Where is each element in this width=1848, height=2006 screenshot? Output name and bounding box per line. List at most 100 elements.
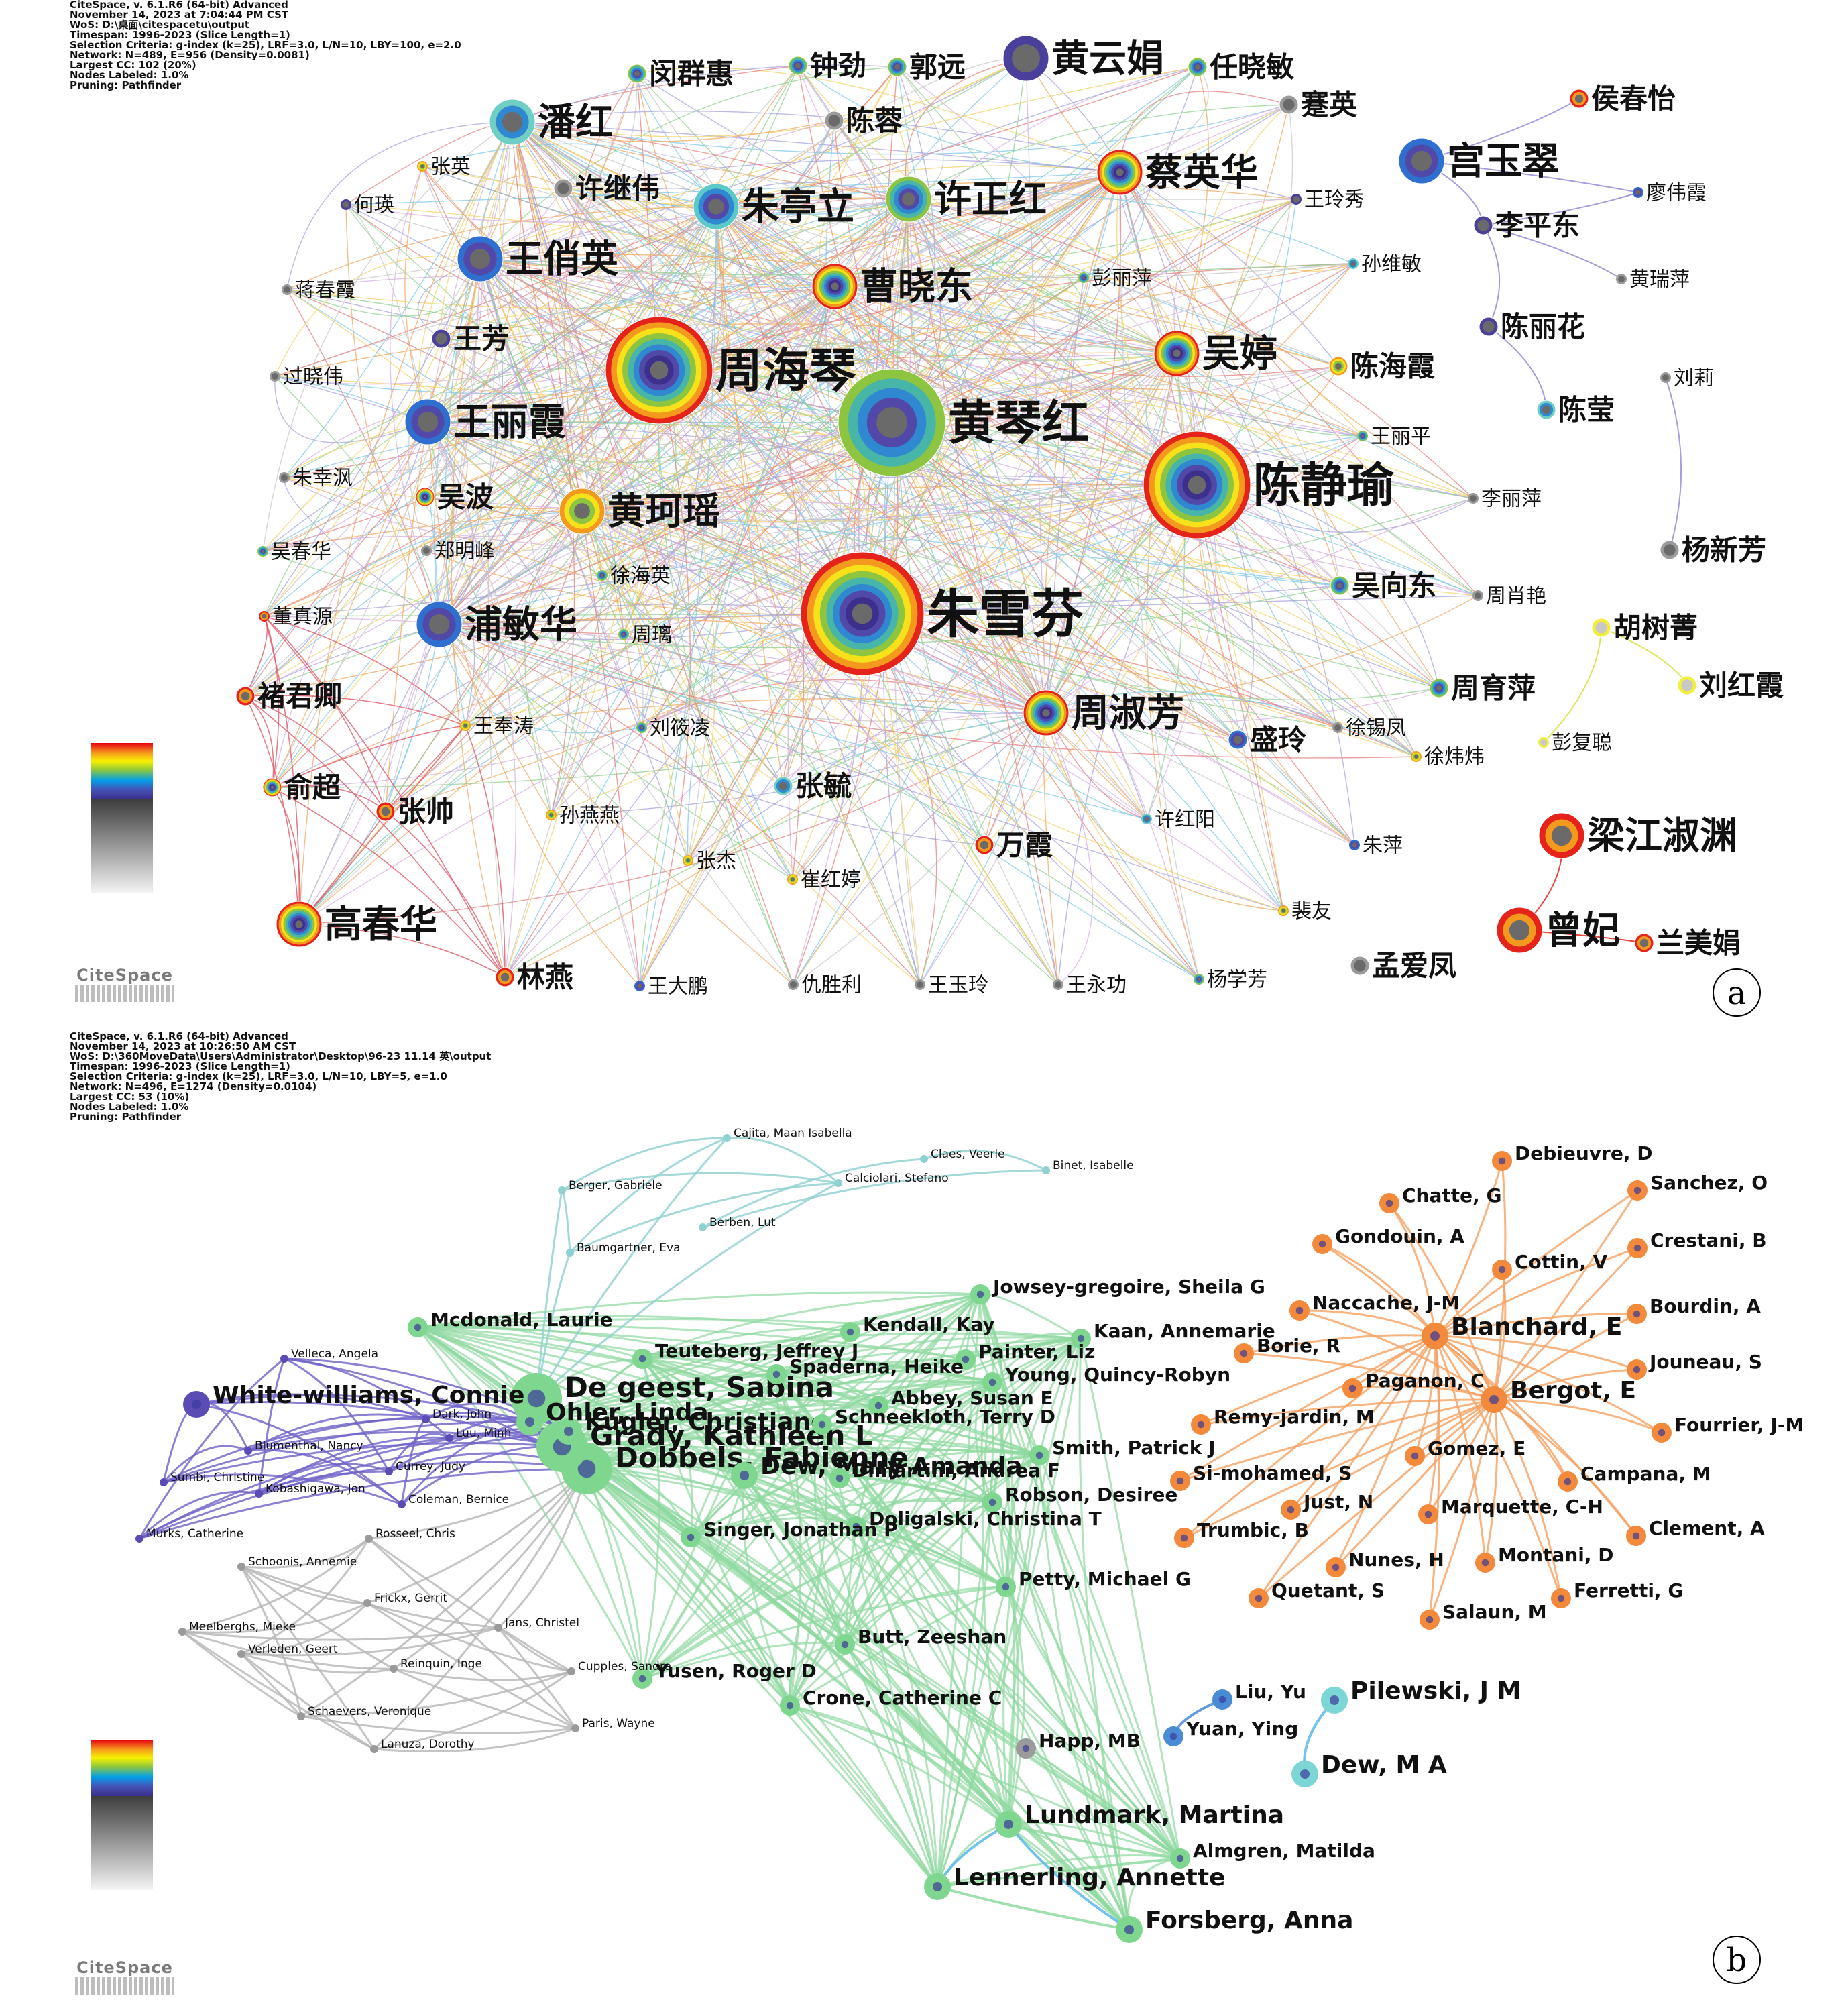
author-node[interactable]: 周海琴 [605, 316, 856, 425]
author-node[interactable]: Dobbels, Fabienne [561, 1441, 909, 1494]
author-node[interactable]: 张帅 [376, 795, 454, 828]
author-node[interactable]: 盛玲 [1228, 724, 1306, 757]
author-node[interactable]: Jans, Christel [494, 1616, 579, 1632]
author-node[interactable]: Campana, M [1558, 1463, 1711, 1492]
author-node[interactable]: 梁江淑渊 [1538, 812, 1737, 859]
author-node[interactable]: Petty, Michael G [996, 1568, 1191, 1597]
author-node[interactable]: Berben, Lut [699, 1216, 776, 1231]
author-node[interactable]: Verleden, Geert [237, 1642, 338, 1658]
author-node[interactable]: Fourrier, J-M [1652, 1414, 1804, 1443]
author-node[interactable]: Mcdonald, Laurie [408, 1308, 613, 1337]
author-node[interactable]: 许正红 [885, 176, 1047, 223]
author-node[interactable]: 许继伟 [553, 172, 660, 205]
author-node[interactable]: 周璃 [618, 624, 672, 647]
author-node[interactable]: Gondouin, A [1312, 1225, 1464, 1254]
author-node[interactable]: 潘红 [489, 99, 613, 146]
author-node[interactable]: Sumbi, Christine [160, 1471, 264, 1486]
author-node[interactable]: Trumbic, B [1174, 1519, 1309, 1548]
author-node[interactable]: 王奉涛 [460, 715, 534, 738]
author-node[interactable]: Paris, Wayne [571, 1717, 655, 1732]
author-node[interactable]: 吴向东 [1330, 569, 1436, 602]
author-node[interactable]: Dark, John [422, 1408, 492, 1423]
author-node[interactable]: Baumgartner, Eva [566, 1241, 681, 1257]
author-node[interactable]: Painter, Liz [956, 1341, 1095, 1370]
author-node[interactable]: Quetant, S [1249, 1579, 1385, 1608]
author-node[interactable]: 侯春怡 [1569, 82, 1676, 115]
author-node[interactable]: 钟劲 [788, 50, 866, 82]
author-node[interactable]: Kaan, Annemarie [1071, 1320, 1275, 1349]
author-node[interactable]: Calciolari, Stefano [834, 1172, 949, 1187]
author-node[interactable]: Si-mohamed, S [1170, 1462, 1352, 1491]
author-node[interactable]: Ferretti, G [1551, 1579, 1683, 1608]
author-node[interactable]: Smith, Patrick J [1029, 1437, 1215, 1465]
author-node[interactable]: 仇胜利 [788, 974, 862, 997]
author-node[interactable]: 刘筱凌 [636, 717, 710, 740]
author-node[interactable]: Lundmark, Martina [995, 1801, 1284, 1838]
author-node[interactable]: Frickx, Gerrit [363, 1592, 447, 1607]
author-node[interactable]: Forsberg, Anna [1116, 1907, 1353, 1943]
author-node[interactable]: Coleman, Bernice [398, 1493, 509, 1508]
author-node[interactable]: 王芳 [431, 323, 510, 355]
author-node[interactable]: 彭复聪 [1538, 732, 1612, 755]
author-node[interactable]: 徐锡凤 [1332, 717, 1406, 740]
author-node[interactable]: 万霞 [974, 829, 1053, 862]
author-node[interactable]: Montani, D [1475, 1544, 1613, 1573]
author-node[interactable]: Dew, M A [1291, 1751, 1447, 1787]
author-node[interactable]: Reinquin, Inge [390, 1657, 482, 1673]
author-node[interactable]: Luu, Minh [445, 1427, 511, 1442]
author-node[interactable]: 李平东 [1473, 209, 1580, 242]
author-node[interactable]: 何瑛 [341, 194, 394, 217]
author-node[interactable]: 陈莹 [1536, 394, 1615, 427]
author-node[interactable]: 彭丽萍 [1078, 267, 1152, 290]
author-node[interactable]: 张英 [417, 156, 471, 179]
author-node[interactable]: Ohler, Linda [516, 1399, 709, 1435]
author-node[interactable]: Singer, Jonathan P [681, 1518, 898, 1547]
author-node[interactable]: Borie, R [1234, 1335, 1340, 1363]
author-node[interactable]: Rosseel, Chris [365, 1527, 455, 1543]
author-node[interactable]: 孙燕燕 [546, 804, 620, 828]
author-node[interactable]: 吴波 [415, 481, 494, 514]
author-node[interactable]: Abbey, Susan E [868, 1387, 1053, 1416]
author-node[interactable]: 孙维敏 [1348, 253, 1422, 276]
author-node[interactable]: 俞超 [262, 771, 341, 804]
author-node[interactable]: 黄瑞萍 [1616, 268, 1690, 292]
author-node[interactable]: Teuteberg, Jeffrey J [632, 1340, 858, 1369]
author-node[interactable]: 吴婷 [1153, 330, 1277, 377]
author-node[interactable]: Sanchez, O [1627, 1172, 1768, 1201]
author-node[interactable]: Schoonis, Annemie [237, 1555, 357, 1571]
author-node[interactable]: Murks, Catherine [135, 1527, 243, 1543]
author-node[interactable]: Schneekloth, Terry D [812, 1406, 1055, 1435]
author-node[interactable]: Blanchard, E [1422, 1313, 1622, 1349]
author-node[interactable]: Yuan, Ying [1163, 1718, 1298, 1746]
author-node[interactable]: 张杰 [683, 850, 736, 873]
author-node[interactable]: Naccache, J-M [1289, 1292, 1460, 1321]
author-node[interactable]: 兰美娟 [1634, 927, 1741, 960]
author-node[interactable]: 过晓伟 [270, 366, 343, 389]
author-node[interactable]: Cupples, Sandra [567, 1660, 671, 1675]
author-node[interactable]: 徐海英 [597, 565, 671, 588]
author-node[interactable]: 闵群惠 [627, 58, 734, 91]
author-node[interactable]: 许红阳 [1141, 808, 1215, 832]
author-node[interactable]: 曾妃 [1496, 907, 1620, 954]
author-node[interactable]: 杨学芳 [1194, 968, 1267, 992]
author-node[interactable]: Kugler, Christiane [555, 1408, 827, 1445]
author-node[interactable]: 周肖艳 [1472, 585, 1546, 608]
author-node[interactable]: 宫玉翠 [1398, 137, 1560, 184]
author-node[interactable]: Just, N [1281, 1491, 1373, 1520]
author-node[interactable]: Nunes, H [1326, 1549, 1444, 1577]
author-node[interactable]: Debieuvre, D [1492, 1142, 1652, 1171]
author-node[interactable]: 蒋春霞 [282, 279, 355, 302]
author-node[interactable]: Blumenthal, Nancy [244, 1439, 363, 1455]
author-node[interactable]: 蹇英 [1279, 89, 1358, 121]
author-node[interactable]: 周淑芳 [1023, 689, 1184, 736]
author-node[interactable]: Kendall, Kay [840, 1313, 995, 1342]
author-node[interactable]: Lanuza, Dorothy [370, 1738, 475, 1753]
author-node[interactable]: 曹晓东 [811, 263, 973, 310]
author-node[interactable]: 郑明峰 [421, 540, 495, 563]
author-node[interactable]: Gomez, E [1405, 1437, 1525, 1466]
author-node[interactable]: 高春华 [276, 901, 437, 948]
author-node[interactable]: 胡树菁 [1591, 612, 1698, 645]
author-node[interactable]: 杨新芳 [1660, 534, 1766, 567]
author-node[interactable]: Chatte, G [1379, 1184, 1502, 1213]
author-node[interactable]: Lennerling, Annette [924, 1864, 1225, 1900]
